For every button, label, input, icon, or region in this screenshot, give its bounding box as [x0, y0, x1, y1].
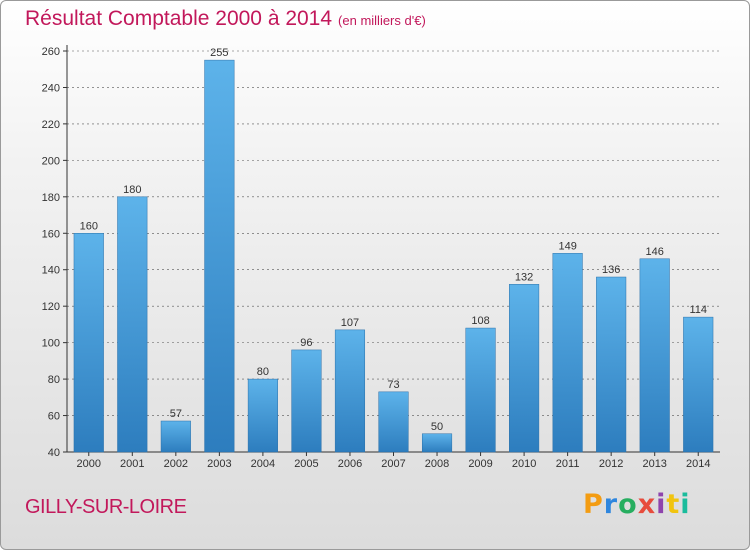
chart-title-text: Résultat Comptable 2000 à 2014 — [25, 7, 333, 30]
chart-subtitle: (en milliers d'€) — [338, 13, 426, 28]
bar-2008 — [421, 433, 453, 453]
data-label-2003: 255 — [210, 47, 228, 59]
x-tick-label-2007: 2007 — [381, 458, 405, 470]
x-tick-label-2004: 2004 — [251, 458, 275, 470]
data-label-2014: 114 — [689, 304, 707, 316]
logo-letter: t — [666, 489, 681, 520]
y-tick-label-240: 240 — [42, 82, 60, 94]
bar-2013 — [639, 258, 670, 453]
x-tick-label-2008: 2008 — [425, 458, 449, 470]
chart-title: Résultat Comptable 2000 à 2014 (en millie… — [25, 7, 426, 31]
y-tick-label-120: 120 — [42, 301, 60, 313]
data-label-2002: 57 — [170, 408, 182, 420]
data-label-2012: 136 — [602, 264, 620, 276]
data-label-2009: 108 — [471, 315, 489, 327]
bar-2003 — [204, 59, 235, 453]
data-label-2013: 146 — [646, 246, 664, 258]
bar-2002 — [160, 420, 191, 453]
bar-2004 — [247, 378, 278, 453]
y-tick-label-220: 220 — [42, 119, 60, 131]
x-tick-label-2009: 2009 — [468, 458, 492, 470]
y-tick-label-160: 160 — [42, 228, 60, 240]
bar-2006 — [334, 329, 366, 453]
x-tick-label-2005: 2005 — [294, 458, 318, 470]
bar-2011 — [552, 253, 583, 453]
x-tick-label-2014: 2014 — [686, 458, 710, 470]
x-tick-label-2011: 2011 — [556, 458, 580, 470]
proxiti-logo: Proxiti — [583, 489, 691, 520]
bar-2010 — [509, 284, 540, 453]
bars — [73, 59, 714, 453]
bar-2005 — [291, 349, 322, 453]
commune-name: GILLY-SUR-LOIRE — [25, 496, 187, 518]
logo-letter: i — [680, 489, 691, 520]
data-label-2004: 80 — [257, 366, 269, 378]
bar-2014 — [683, 316, 714, 453]
bar-2007 — [378, 391, 409, 453]
y-tick-label-60: 60 — [48, 411, 60, 423]
y-tick-label-180: 180 — [42, 192, 60, 204]
data-label-2010: 132 — [515, 271, 533, 283]
logo-letter: r — [603, 489, 619, 520]
data-label-2001: 180 — [123, 184, 141, 196]
x-tick-label-2013: 2013 — [642, 458, 666, 470]
x-tick-label-2006: 2006 — [338, 458, 362, 470]
y-tick-label-100: 100 — [42, 338, 60, 350]
bar-2012 — [596, 276, 627, 453]
y-tick-label-260: 260 — [42, 46, 60, 58]
logo-letter: P — [583, 489, 604, 520]
data-label-2007: 73 — [387, 379, 399, 391]
y-tick-label-200: 200 — [42, 155, 60, 167]
data-label-2005: 96 — [300, 337, 312, 349]
y-tick-label-40: 40 — [48, 447, 60, 459]
logo-letter: x — [637, 489, 657, 520]
bar-2000 — [73, 233, 104, 453]
logo-letter: o — [618, 489, 638, 520]
data-label-2000: 160 — [80, 220, 98, 232]
x-tick-label-2002: 2002 — [164, 458, 188, 470]
bar-2001 — [117, 196, 148, 453]
y-tick-label-80: 80 — [48, 374, 60, 386]
bar-2009 — [465, 327, 496, 453]
data-label-2006: 107 — [341, 317, 359, 329]
data-label-2011: 149 — [558, 240, 576, 252]
x-tick-label-2012: 2012 — [599, 458, 623, 470]
y-tick-label-140: 140 — [42, 265, 60, 277]
data-label-2008: 50 — [431, 421, 443, 433]
x-tick-label-2003: 2003 — [207, 458, 231, 470]
x-tick-label-2001: 2001 — [120, 458, 144, 470]
labels: 40 60 80 100 120 140 160 180 200 220 240 260 160 2000… — [42, 46, 711, 470]
x-tick-label-2010: 2010 — [512, 458, 536, 470]
logo-letter: i — [656, 489, 667, 520]
x-tick-label-2000: 2000 — [77, 458, 101, 470]
